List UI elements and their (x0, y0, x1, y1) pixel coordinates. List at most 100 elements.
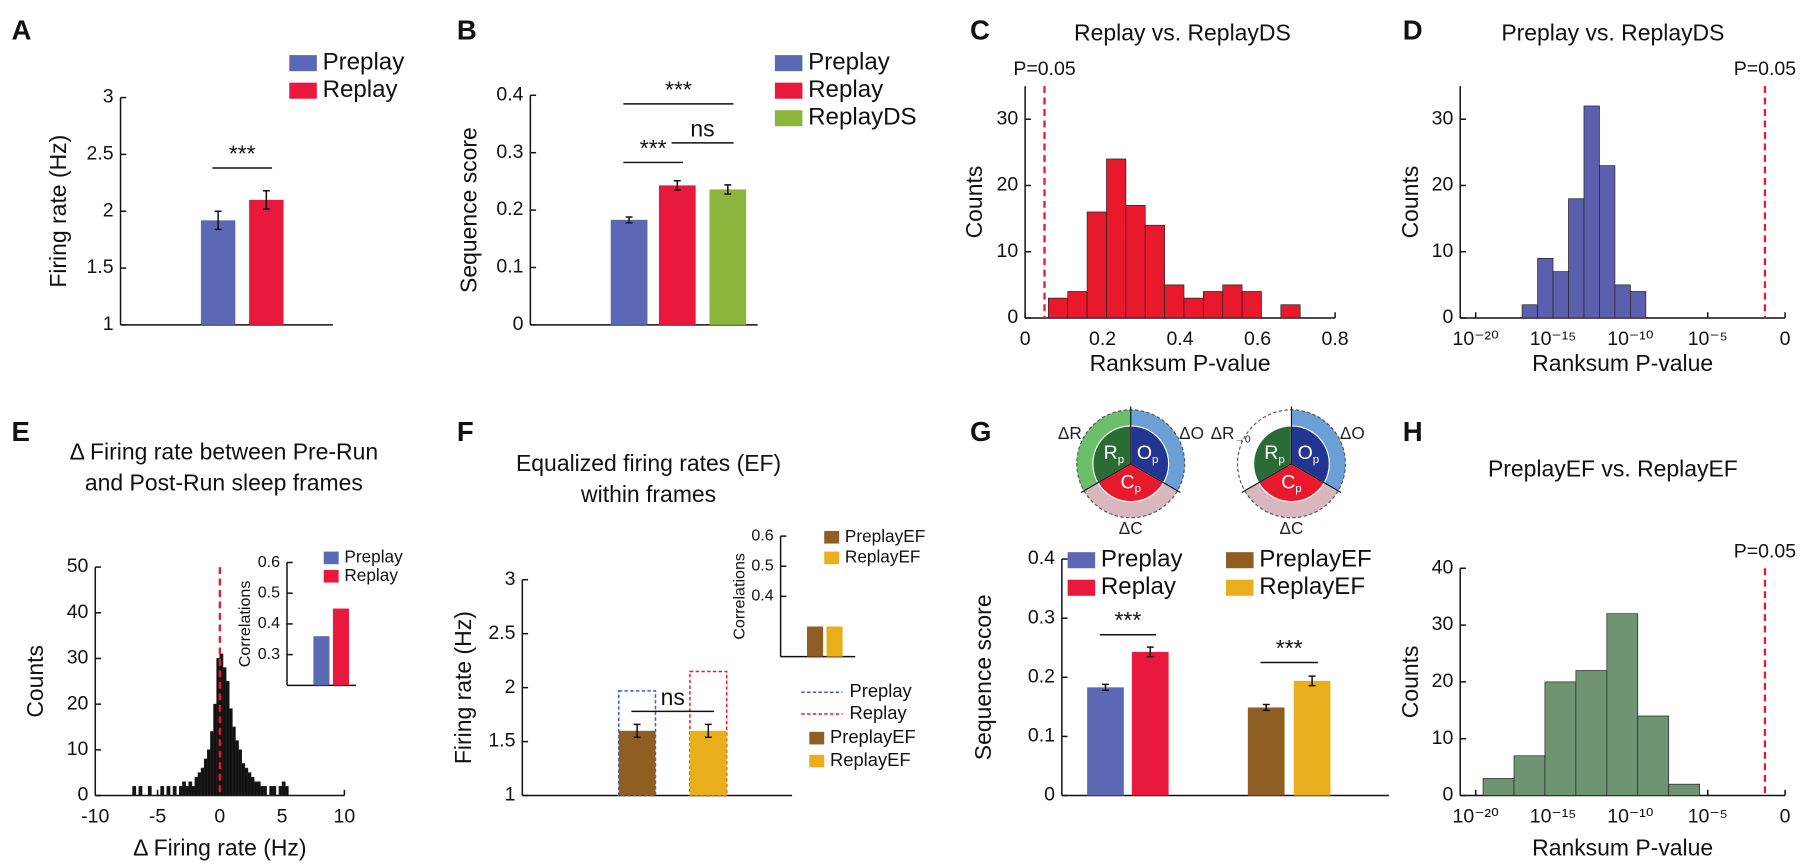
y-tick-label: 1.5 (488, 730, 515, 752)
x-tick-label: 10⁻²⁰ (1453, 328, 1499, 350)
legend-label: Preplay (808, 48, 890, 75)
schematic-inner-label-main: R (1104, 442, 1118, 464)
y-tick-label: 0.1 (496, 256, 523, 278)
histogram-bar (269, 786, 274, 796)
y-tick-label: 2.5 (488, 622, 515, 644)
x-tick-label: 0 (1780, 328, 1791, 350)
legend-swatch (774, 55, 803, 72)
y-tick-label: 3 (103, 86, 114, 108)
histogram-bar (278, 786, 283, 796)
histogram-bar (213, 703, 218, 796)
y-tick-label: 0 (78, 784, 89, 806)
y-tick-label: 0 (1044, 784, 1055, 806)
x-tick-label: 0 (1020, 328, 1031, 350)
bar (1087, 687, 1124, 796)
schematic-ring (1076, 409, 1131, 491)
significance-label: *** (229, 140, 256, 166)
legend-swatch (1226, 579, 1254, 596)
error-bar (262, 190, 270, 210)
histogram-bar (1606, 613, 1639, 796)
y-axis-label: Sequence score (456, 127, 482, 293)
histogram-bar (188, 781, 193, 796)
panel: B Sequence score 0 0.1 0.2 0.3 0.4 *** *** ns Prep… (456, 14, 917, 335)
error-bar (633, 723, 641, 739)
legend-label: ReplayEF (830, 749, 911, 770)
legend-label: ReplayDS (808, 104, 916, 131)
schematic-outer-label-sub: →0 (1234, 434, 1250, 445)
histogram-bar (1583, 105, 1600, 319)
y-axis-label: Counts (1397, 646, 1423, 719)
histogram-bar (1599, 165, 1616, 319)
histogram-bar (1537, 258, 1554, 319)
histogram-bar (132, 786, 137, 796)
schematic-core (1252, 425, 1293, 484)
y-axis-label: Firing rate (Hz) (450, 611, 476, 764)
y-tick-label: 20 (1432, 670, 1454, 692)
y-tick-label: 0.4 (258, 614, 280, 632)
legend-label: Replay (1101, 573, 1176, 600)
schematic-inner-label-main: O (1137, 442, 1152, 464)
histogram-bar (185, 786, 190, 796)
legend-swatch (824, 551, 840, 565)
x-axis-label: Ranksum P-value (1532, 350, 1713, 376)
panel-title: Replay vs. ReplayDS (1074, 20, 1291, 46)
schematic-arrow (1291, 463, 1342, 493)
y-tick-label: 0.4 (496, 83, 523, 105)
y-tick-label: 1.5 (87, 256, 114, 278)
histogram-bar (1106, 158, 1127, 319)
x-tick-label: -5 (149, 806, 166, 828)
legend-label: Preplay (344, 546, 403, 566)
schematic-outer-label: ΔO (1340, 422, 1365, 442)
legend-label: PreplayEF (830, 726, 916, 747)
schematic-outer-label: ΔR (1058, 422, 1082, 442)
histogram-bar (1614, 284, 1631, 319)
y-tick-label: 10 (997, 240, 1019, 262)
histogram-bar (210, 731, 214, 796)
error-bar (1102, 683, 1109, 692)
bar (1247, 707, 1285, 796)
histogram-bar (179, 786, 183, 796)
significance-label: ns (661, 684, 685, 710)
schematic-inner-label-sub: p (1118, 454, 1124, 466)
histogram-bar (1125, 205, 1146, 319)
y-tick-label: 30 (67, 647, 89, 669)
panel-label: B (457, 14, 477, 45)
schematic-outer-label-main: ΔR (1058, 422, 1082, 442)
y-tick-label: 40 (1432, 556, 1454, 578)
histogram-bar (1575, 670, 1608, 796)
histogram-bar (1203, 291, 1224, 319)
histogram-bar (1521, 304, 1538, 319)
schematic-arrow (1080, 463, 1132, 493)
y-tick-label: 10 (67, 738, 89, 760)
y-tick-label: 0.4 (751, 587, 773, 605)
x-tick-label: 10 (334, 806, 356, 828)
schematic-ring (1084, 482, 1178, 518)
panel-label: E (11, 416, 29, 447)
y-tick-label: 50 (67, 555, 89, 577)
y-tick-label: 0 (1442, 784, 1453, 806)
schematic-ring (1291, 409, 1346, 491)
histogram-bar (1280, 304, 1301, 319)
histogram-bar (259, 786, 264, 796)
legend-swatch (1067, 552, 1096, 569)
panel-title: Equalized firing rates (EF) (516, 450, 781, 476)
y-tick-label: 30 (1432, 107, 1454, 129)
panel: E Δ Firing rate between Pre-Run and Post-R… (11, 416, 403, 860)
schematic-inner-label-main: C (1281, 471, 1295, 493)
panel: C Replay vs. ReplayDS Counts Ranksum P-valu… (961, 14, 1349, 376)
y-tick-label: 0.3 (496, 141, 523, 163)
x-axis-label: Δ Firing rate (Hz) (133, 835, 306, 861)
error-bar (214, 210, 222, 231)
histogram-bar (203, 758, 208, 796)
schematic-inner-label-sub: p (1313, 454, 1319, 466)
schematic-outer-label: ΔR→0 (1211, 422, 1251, 445)
y-tick-label: 1 (103, 313, 114, 335)
panel-title: Preplay vs. ReplayDS (1501, 20, 1724, 46)
histogram-bar (263, 786, 267, 796)
y-tick-label: 0.5 (258, 583, 280, 601)
histogram-bar (200, 767, 205, 796)
legend-swatch (809, 731, 825, 745)
significance-label: ns (690, 115, 714, 141)
histogram-bar (1637, 715, 1670, 796)
